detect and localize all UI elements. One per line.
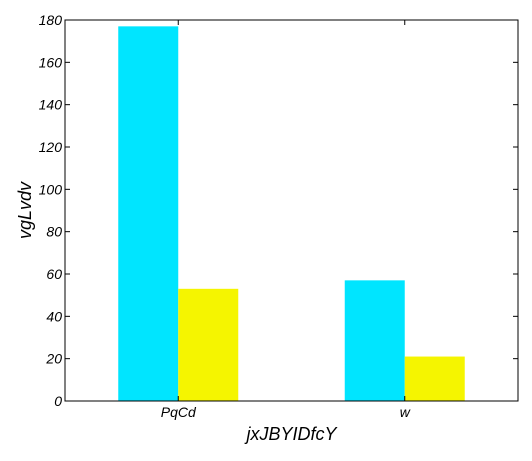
y-tick-label: 120 [39, 139, 63, 155]
ticks-layer [65, 19, 518, 402]
y-tick-label: 180 [39, 12, 63, 28]
y-tick-label: 80 [46, 224, 62, 240]
x-tick-label-w: w [400, 404, 411, 420]
x-tick-label-PqCd: PqCd [161, 404, 197, 420]
tick-labels-layer: 0 20 40 60 80 100 120 140 160 180 PqCd w [39, 12, 411, 420]
bar-PqCd-series-2 [178, 288, 239, 401]
plot-frame [64, 19, 519, 402]
y-tick-label: 40 [46, 308, 62, 324]
bars-layer [118, 26, 465, 401]
bar-PqCd-series-1 [118, 26, 179, 401]
y-tick-label: 0 [54, 393, 62, 409]
x-axis-label: jxJBYIDfcY [243, 424, 338, 444]
y-tick-label: 160 [39, 54, 63, 70]
y-axis-label: vgLvdv [15, 181, 35, 239]
bar-w-series-1 [344, 280, 405, 401]
y-tick-label: 20 [45, 351, 62, 367]
y-tick-label: 60 [46, 266, 62, 282]
y-tick-label: 100 [39, 181, 63, 197]
bar-w-series-2 [404, 356, 465, 401]
y-tick-label: 140 [39, 97, 63, 113]
